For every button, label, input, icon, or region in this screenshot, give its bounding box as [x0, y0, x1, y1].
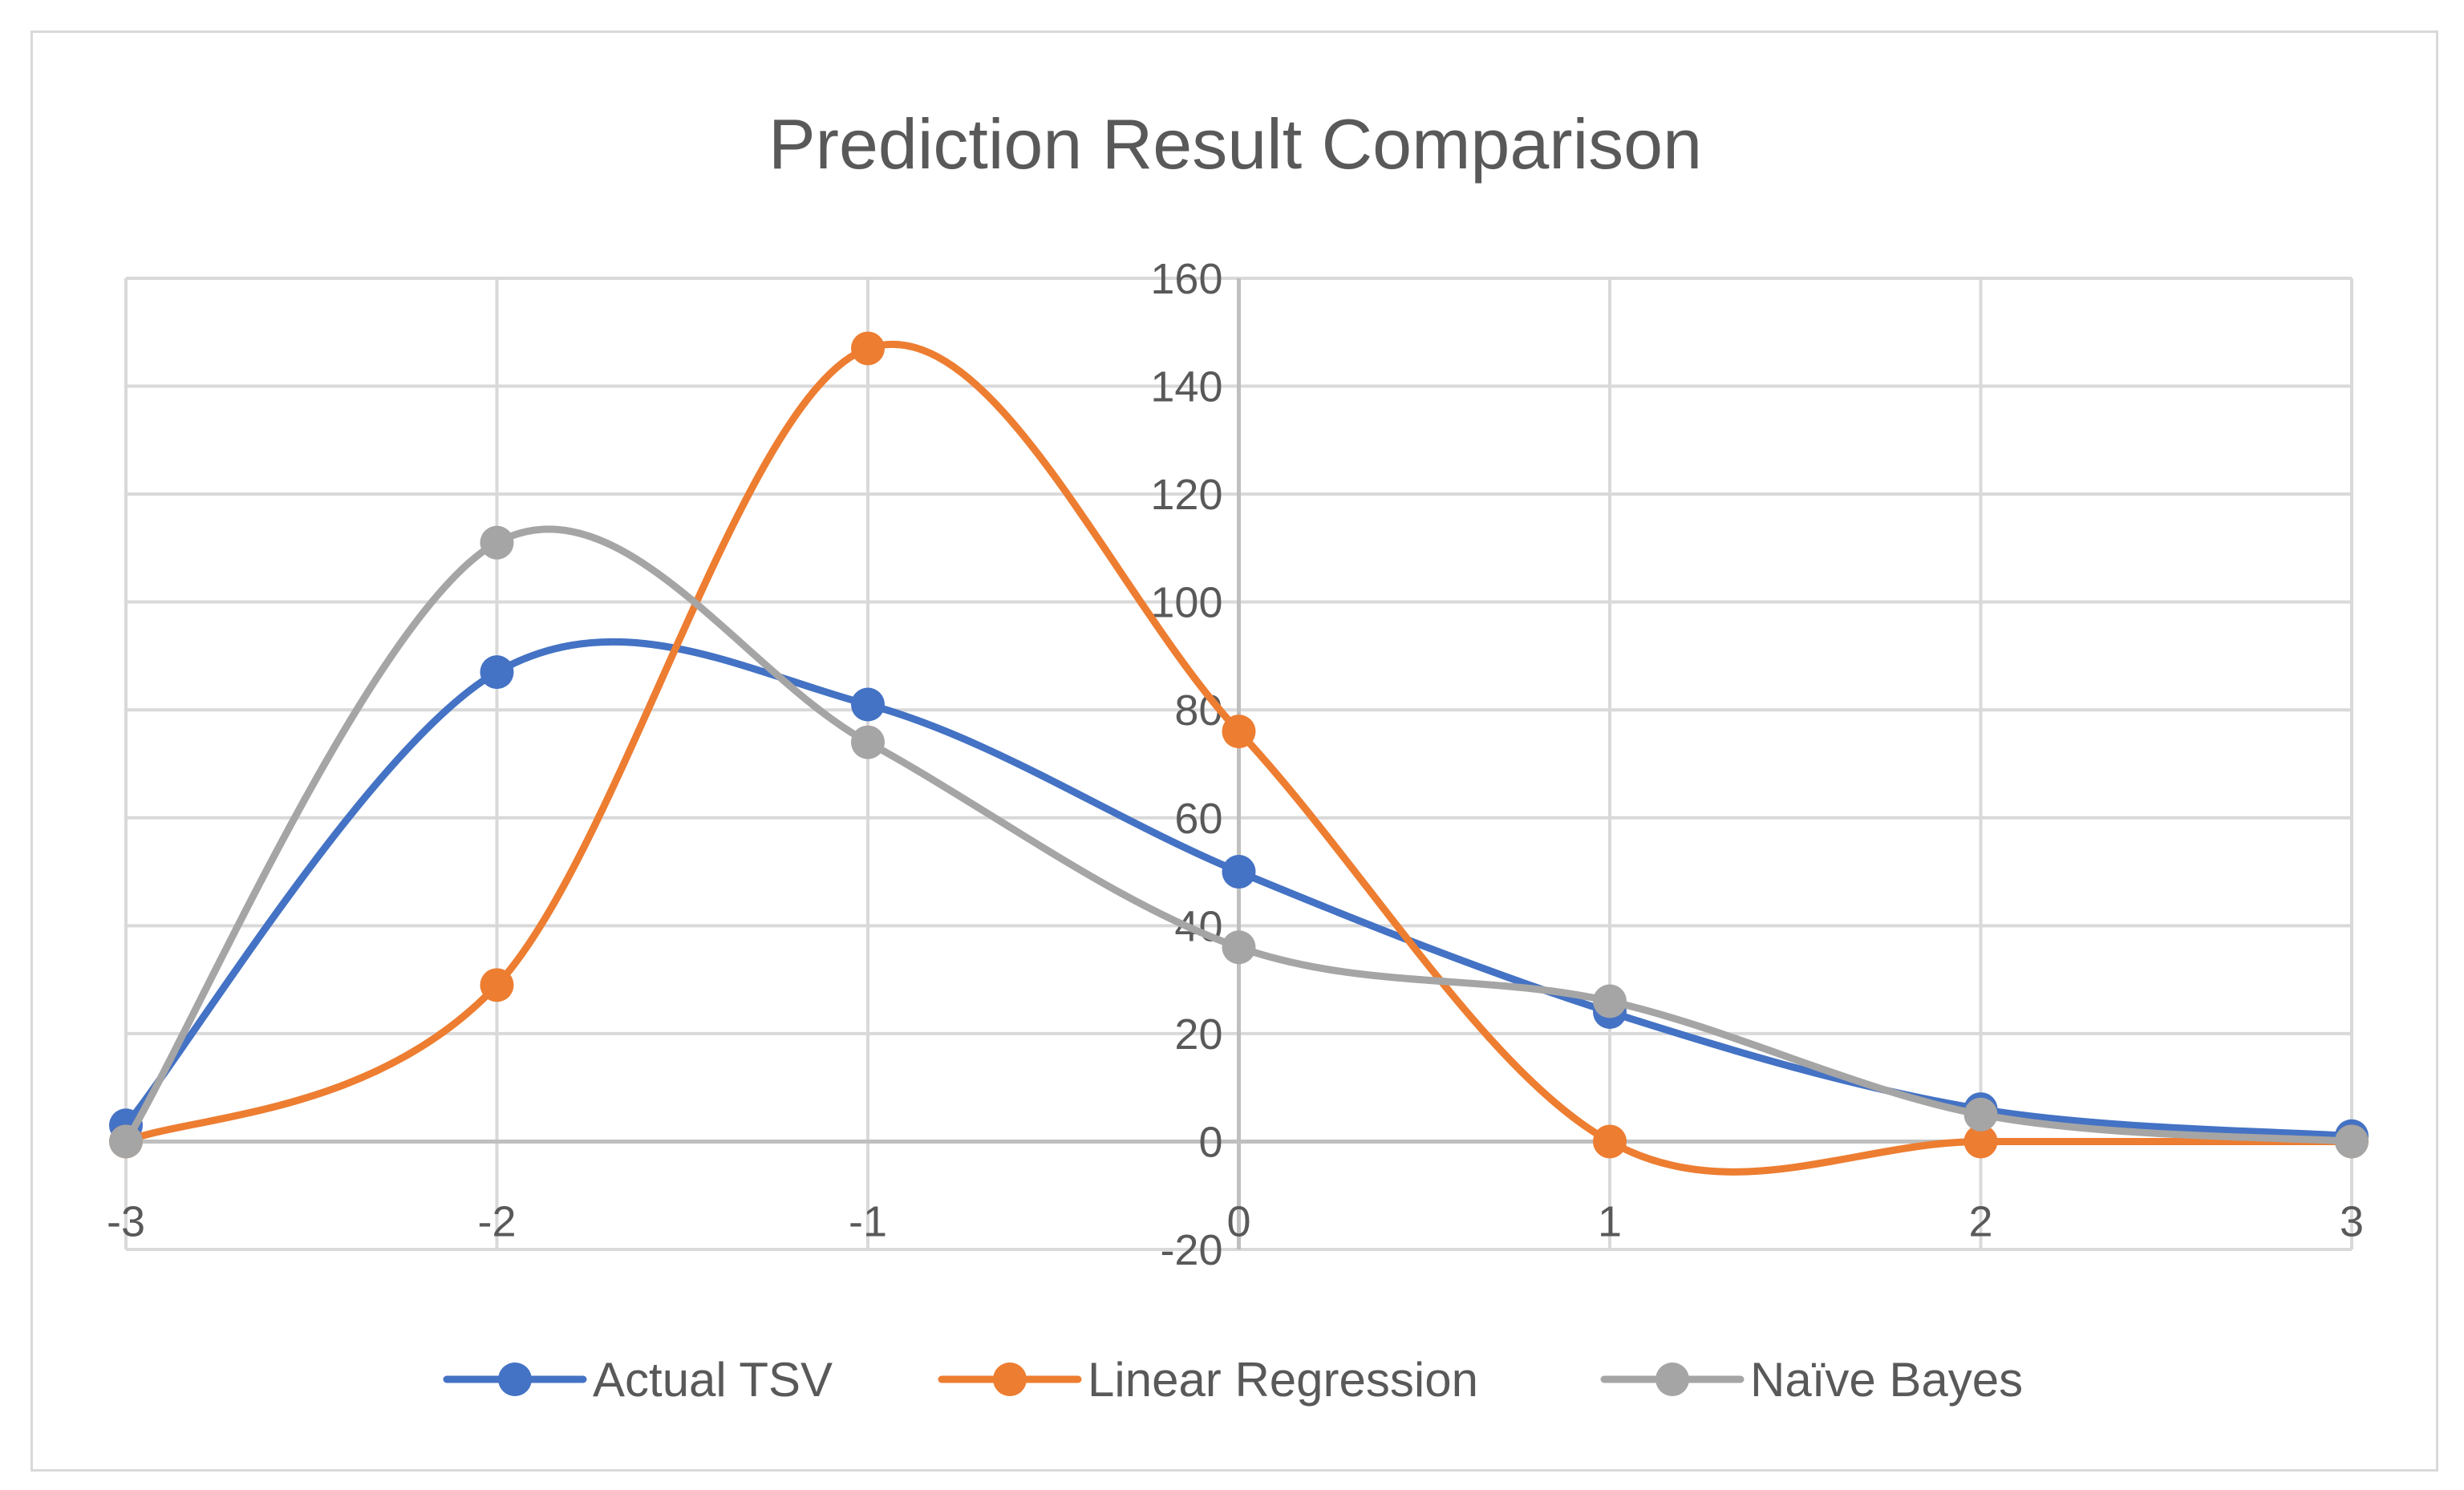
- legend-marker-na-ve-bayes: [1656, 1362, 1689, 1396]
- chart-frame: [30, 30, 2438, 1472]
- data-point-na-ve-bayes: [1593, 984, 1627, 1018]
- y-tick-label: 0: [1198, 1118, 1222, 1166]
- legend-label-actual-tsv: Actual TSV: [593, 1353, 833, 1407]
- y-tick-label: 60: [1174, 795, 1222, 843]
- data-point-linear-regression: [1222, 715, 1256, 749]
- y-tick-label: 80: [1174, 686, 1222, 735]
- data-point-linear-regression: [480, 968, 514, 1002]
- x-tick-label: -2: [477, 1197, 516, 1245]
- legend-marker-actual-tsv: [498, 1362, 532, 1396]
- y-tick-label: 160: [1150, 255, 1222, 303]
- data-point-na-ve-bayes: [1222, 930, 1256, 965]
- x-tick-label: 2: [1968, 1197, 1992, 1245]
- data-point-na-ve-bayes: [2335, 1124, 2369, 1159]
- data-point-na-ve-bayes: [1964, 1097, 1998, 1132]
- x-tick-label: 1: [1598, 1197, 1622, 1245]
- data-point-linear-regression: [851, 331, 885, 366]
- y-tick-label: 20: [1174, 1010, 1222, 1059]
- y-tick-label: 100: [1150, 579, 1222, 627]
- series-line-linear-regression: [122, 340, 2356, 1176]
- data-point-actual-tsv: [480, 655, 514, 690]
- x-tick-label: -3: [107, 1197, 145, 1245]
- x-tick-label: 3: [2340, 1197, 2364, 1245]
- data-point-actual-tsv: [851, 687, 885, 722]
- data-point-na-ve-bayes: [851, 725, 885, 759]
- y-tick-label: 120: [1150, 471, 1222, 519]
- data-point-linear-regression: [1964, 1124, 1998, 1159]
- data-point-linear-regression: [1593, 1124, 1627, 1159]
- y-tick-label: 140: [1150, 363, 1222, 411]
- legend-marker-linear-regression: [993, 1362, 1027, 1396]
- data-point-na-ve-bayes: [480, 525, 514, 560]
- series-layer: [109, 331, 2369, 1176]
- chart-title: Prediction Result Comparison: [768, 104, 1702, 184]
- legend-label-na-ve-bayes: Naïve Bayes: [1750, 1353, 2023, 1407]
- data-point-actual-tsv: [1222, 855, 1256, 889]
- legend: Actual TSV Linear Regression Naïve Bayes: [443, 1353, 2023, 1407]
- legend-label-linear-regression: Linear Regression: [1088, 1353, 1478, 1407]
- series-line-na-ve-bayes: [122, 525, 2356, 1145]
- x-tick-label: -1: [849, 1197, 887, 1245]
- x-tick-label: 0: [1226, 1197, 1250, 1245]
- data-point-na-ve-bayes: [109, 1124, 143, 1159]
- y-tick-label: -20: [1160, 1226, 1222, 1274]
